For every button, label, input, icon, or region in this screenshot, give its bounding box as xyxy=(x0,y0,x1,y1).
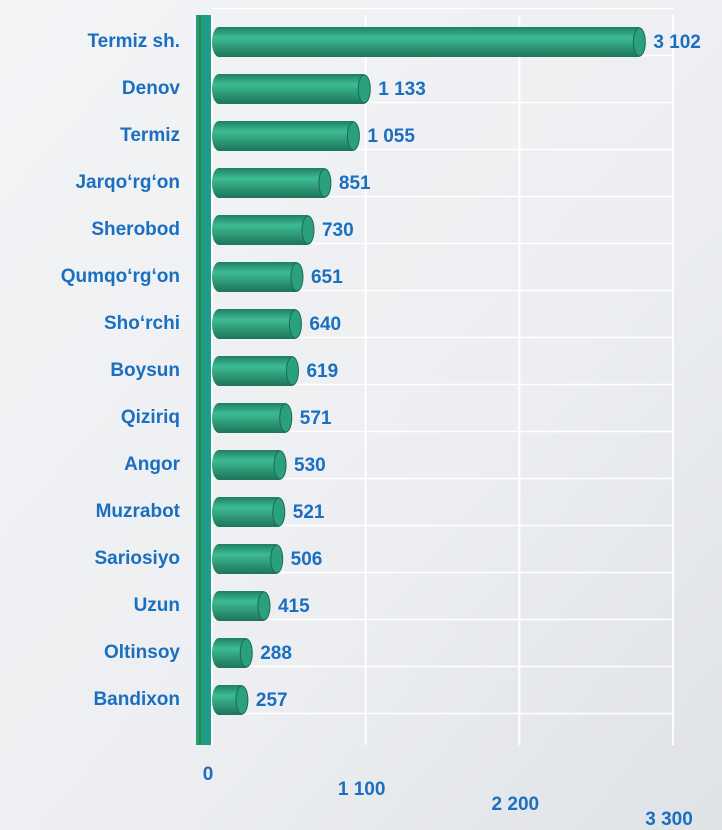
bar-cap xyxy=(279,403,293,433)
bar-cap xyxy=(270,544,284,574)
y-tick-label: Termiz xyxy=(120,125,180,146)
value-label: 521 xyxy=(293,502,325,523)
bar xyxy=(212,121,360,151)
bar xyxy=(212,262,303,292)
bar-cap xyxy=(239,638,253,668)
value-label: 1 133 xyxy=(378,79,426,100)
x-tick-label: 3 300 xyxy=(645,809,693,830)
bar-cap xyxy=(272,497,286,527)
y-tick-label: Qiziriq xyxy=(121,407,180,428)
y-tick-label: Sariosiyo xyxy=(94,548,180,569)
y-tick-label: Sherobod xyxy=(91,219,180,240)
value-label: 288 xyxy=(260,643,292,664)
bar-cap xyxy=(273,450,287,480)
bar-cap xyxy=(290,262,304,292)
x-tick-label: 1 100 xyxy=(338,779,386,800)
value-label: 571 xyxy=(300,408,332,429)
bar xyxy=(212,309,302,339)
bar xyxy=(212,544,283,574)
bar-cap xyxy=(346,121,360,151)
y-tick-label: Angor xyxy=(124,454,181,475)
value-label: 730 xyxy=(322,220,354,241)
bar-cap xyxy=(301,215,315,245)
value-label: 851 xyxy=(339,173,371,194)
y-tick-label: Jarqo‘rg‘on xyxy=(75,172,180,193)
value-label: 640 xyxy=(309,314,341,335)
bar-cap xyxy=(285,356,299,386)
value-label: 415 xyxy=(278,596,310,617)
bar-cap xyxy=(257,591,271,621)
value-label: 1 055 xyxy=(367,126,415,147)
left-wall xyxy=(196,15,212,745)
bar xyxy=(212,356,299,386)
bar xyxy=(212,591,270,621)
bar xyxy=(212,168,331,198)
y-tick-label: Qumqo‘rg‘on xyxy=(61,266,180,287)
y-tick-label: Boysun xyxy=(110,360,180,381)
y-tick-label: Muzrabot xyxy=(96,501,181,522)
value-label: 530 xyxy=(294,455,326,476)
bar xyxy=(212,403,292,433)
bar xyxy=(212,27,646,57)
value-label: 257 xyxy=(256,690,288,711)
y-tick-label: Oltinsoy xyxy=(104,642,180,663)
bar-cap xyxy=(318,168,332,198)
bar xyxy=(212,74,371,104)
bar xyxy=(212,497,285,527)
value-label: 506 xyxy=(291,549,323,570)
bar-cap xyxy=(235,685,249,715)
y-tick-label: Uzun xyxy=(134,595,180,616)
bar-cap xyxy=(288,309,302,339)
bar xyxy=(212,450,287,480)
x-tick-label: 0 xyxy=(203,764,214,785)
y-tick-label: Sho‘rchi xyxy=(104,313,180,334)
bar xyxy=(212,215,314,245)
y-tick-label: Bandixon xyxy=(93,689,180,710)
value-label: 619 xyxy=(306,361,338,382)
y-tick-label: Denov xyxy=(122,78,181,99)
y-tick-label: Termiz sh. xyxy=(87,31,180,52)
value-label: 3 102 xyxy=(653,32,701,53)
x-tick-label: 2 200 xyxy=(492,794,540,815)
bar-cap xyxy=(632,27,646,57)
bar-cap xyxy=(357,74,371,104)
value-label: 651 xyxy=(311,267,343,288)
